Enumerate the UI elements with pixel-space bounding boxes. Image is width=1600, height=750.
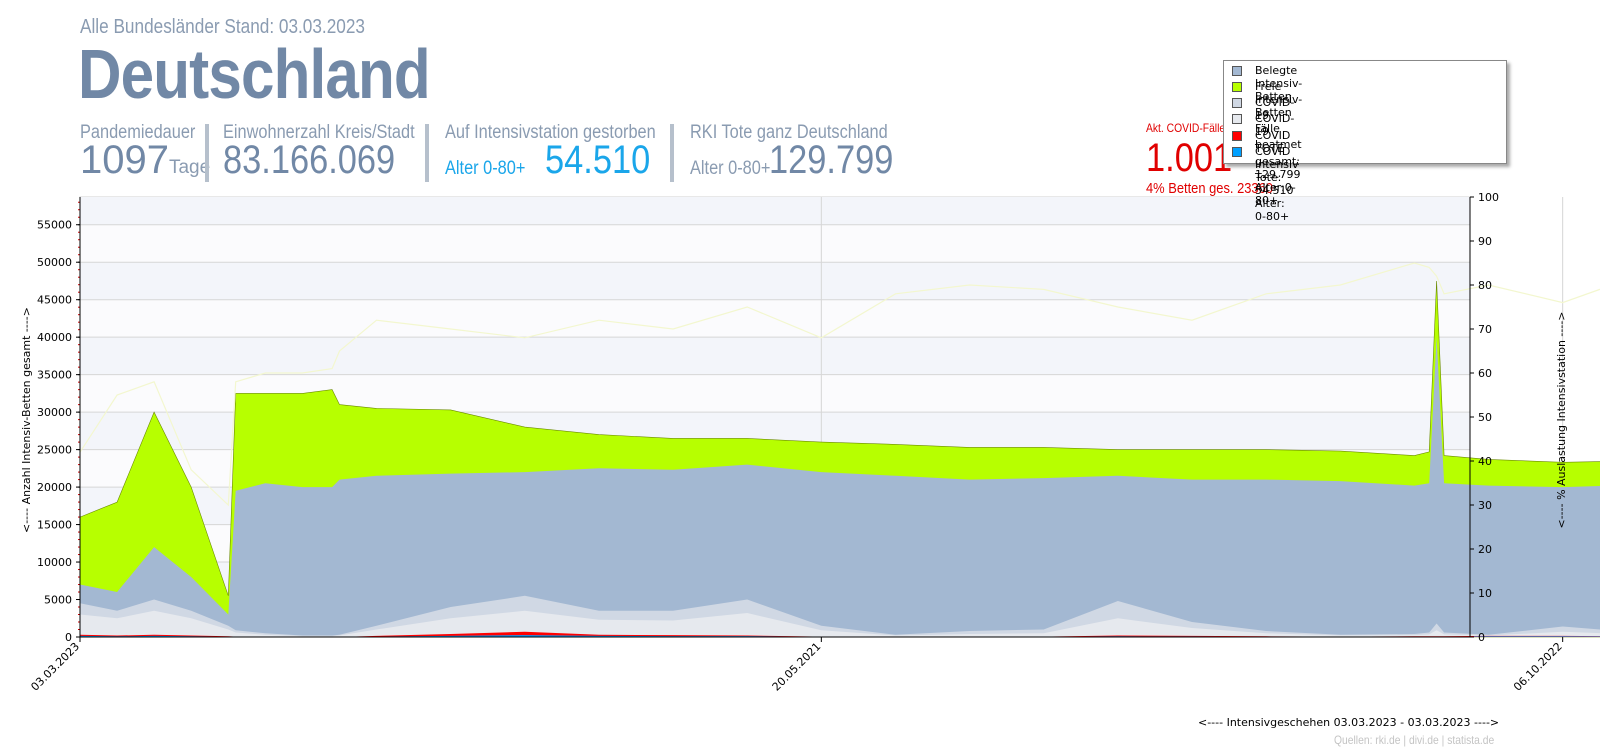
- y-tick-label-left: 45000: [37, 294, 72, 307]
- sources-caption: Quellen: rki.de | divi.de | statista.de: [1334, 733, 1495, 747]
- grid-band: [80, 262, 1470, 300]
- y-tick-label-left: 5000: [44, 594, 72, 607]
- current-cases-label: Akt. COVID-Fälle: [1146, 121, 1226, 135]
- y-tick-label-right: 100: [1478, 191, 1499, 204]
- y-tick-label-right: 50: [1478, 411, 1492, 424]
- icu-deaths-value: 54.510: [545, 138, 651, 182]
- y-tick-label-left: 40000: [37, 331, 72, 344]
- series-deaths-total: [80, 631, 1600, 637]
- y-tick-label-left: 0: [65, 631, 72, 644]
- rki-deaths-age: Alter 0-80+: [690, 158, 771, 179]
- stat-separator: [425, 124, 429, 182]
- population-label: Einwohnerzahl Kreis/Stadt: [223, 122, 415, 143]
- y-tick-label-right: 60: [1478, 367, 1492, 380]
- y-tick-label-right: 80: [1478, 279, 1492, 292]
- y-tick-label-right: 20: [1478, 543, 1492, 556]
- x-tick-label: 03.03.2023: [28, 640, 82, 694]
- stat-separator: [205, 124, 209, 182]
- y-tick-label-right: 40: [1478, 455, 1492, 468]
- legend-label: COVID Intensiv Tote: 54.510 Alter: 0-80+: [1255, 145, 1299, 223]
- y-tick-label-left: 15000: [37, 519, 72, 532]
- y-tick-label-left: 25000: [37, 444, 72, 457]
- y-tick-label-left: 30000: [37, 406, 72, 419]
- y-axis-label-right: <---- % Auslastung Intensivstation ---->: [1555, 311, 1568, 528]
- pandemic-unit: Tage: [168, 157, 211, 178]
- date-range-caption: <---- Intensivgeschehen 03.03.2023 - 03.…: [1198, 716, 1500, 729]
- x-tick-label: 20.05.2021: [770, 640, 824, 694]
- legend-swatch-free: [1232, 82, 1242, 92]
- legend-swatch-occupied: [1232, 66, 1242, 76]
- y-tick-label-left: 10000: [37, 556, 72, 569]
- legend-swatch-deaths-total: [1232, 131, 1242, 141]
- legend-label: COVID-19 beatmet: [1255, 112, 1302, 151]
- rki-deaths-label: RKI Tote ganz Deutschland: [690, 122, 888, 143]
- pandemic-stat: 1097Tage: [80, 138, 210, 183]
- icu-deaths-label: Auf Intensivstation gestorben: [445, 122, 656, 143]
- y-tick-label-right: 30: [1478, 499, 1492, 512]
- y-tick-label-right: 70: [1478, 323, 1492, 336]
- series-occupied-beds: [80, 337, 1600, 637]
- y-tick-label-left: 55000: [37, 219, 72, 232]
- icu-deaths-age: Alter 0-80+: [445, 158, 526, 179]
- y-tick-label-left: 20000: [37, 481, 72, 494]
- subtitle: Alle Bundesländer Stand: 03.03.2023: [80, 16, 365, 38]
- beds-note: 4% Betten ges. 23360: [1146, 180, 1273, 197]
- pandemic-value: 1097: [80, 138, 169, 182]
- chart-legend: Belegte Intensiv-Betten Freie Intensiv-B…: [1223, 60, 1507, 223]
- page-title: Deutschland: [78, 35, 431, 113]
- y-tick-label-right: 90: [1478, 235, 1492, 248]
- y-tick-label-left: 35000: [37, 369, 72, 382]
- current-cases-value: 1.001: [1146, 136, 1233, 180]
- pandemic-label: Pandemiedauer: [80, 122, 196, 143]
- legend-label: COVID-19 Fälle: [1255, 96, 1295, 135]
- grid-band: [80, 197, 1470, 225]
- y-tick-label-right: 0: [1478, 631, 1485, 644]
- legend-swatch-ventilated: [1232, 114, 1242, 124]
- x-tick-label: 06.10.2022: [1511, 640, 1565, 694]
- legend-swatch-cases: [1232, 98, 1242, 108]
- series-utilization: [79, 262, 1600, 507]
- rki-deaths-value: 129.799: [769, 138, 894, 182]
- legend-label: Freie Intensiv-Betten: [1255, 80, 1303, 119]
- series-ventilated: [80, 610, 1600, 637]
- grid-band: [80, 337, 1470, 375]
- legend-swatch-deaths-icu: [1232, 147, 1242, 157]
- legend-label: Belegte Intensiv-Betten: [1255, 64, 1303, 103]
- y-tick-label-left: 50000: [37, 256, 72, 269]
- legend-label: COVID TOTE gesamt: 129.799 Alter:0-80+: [1255, 129, 1301, 207]
- y-axis-label-left: <---- Anzahl Intensiv-Betten gesamt ----…: [20, 307, 33, 533]
- population-value: 83.166.069: [223, 138, 396, 182]
- stat-separator: [670, 124, 674, 182]
- y-tick-label-right: 10: [1478, 587, 1492, 600]
